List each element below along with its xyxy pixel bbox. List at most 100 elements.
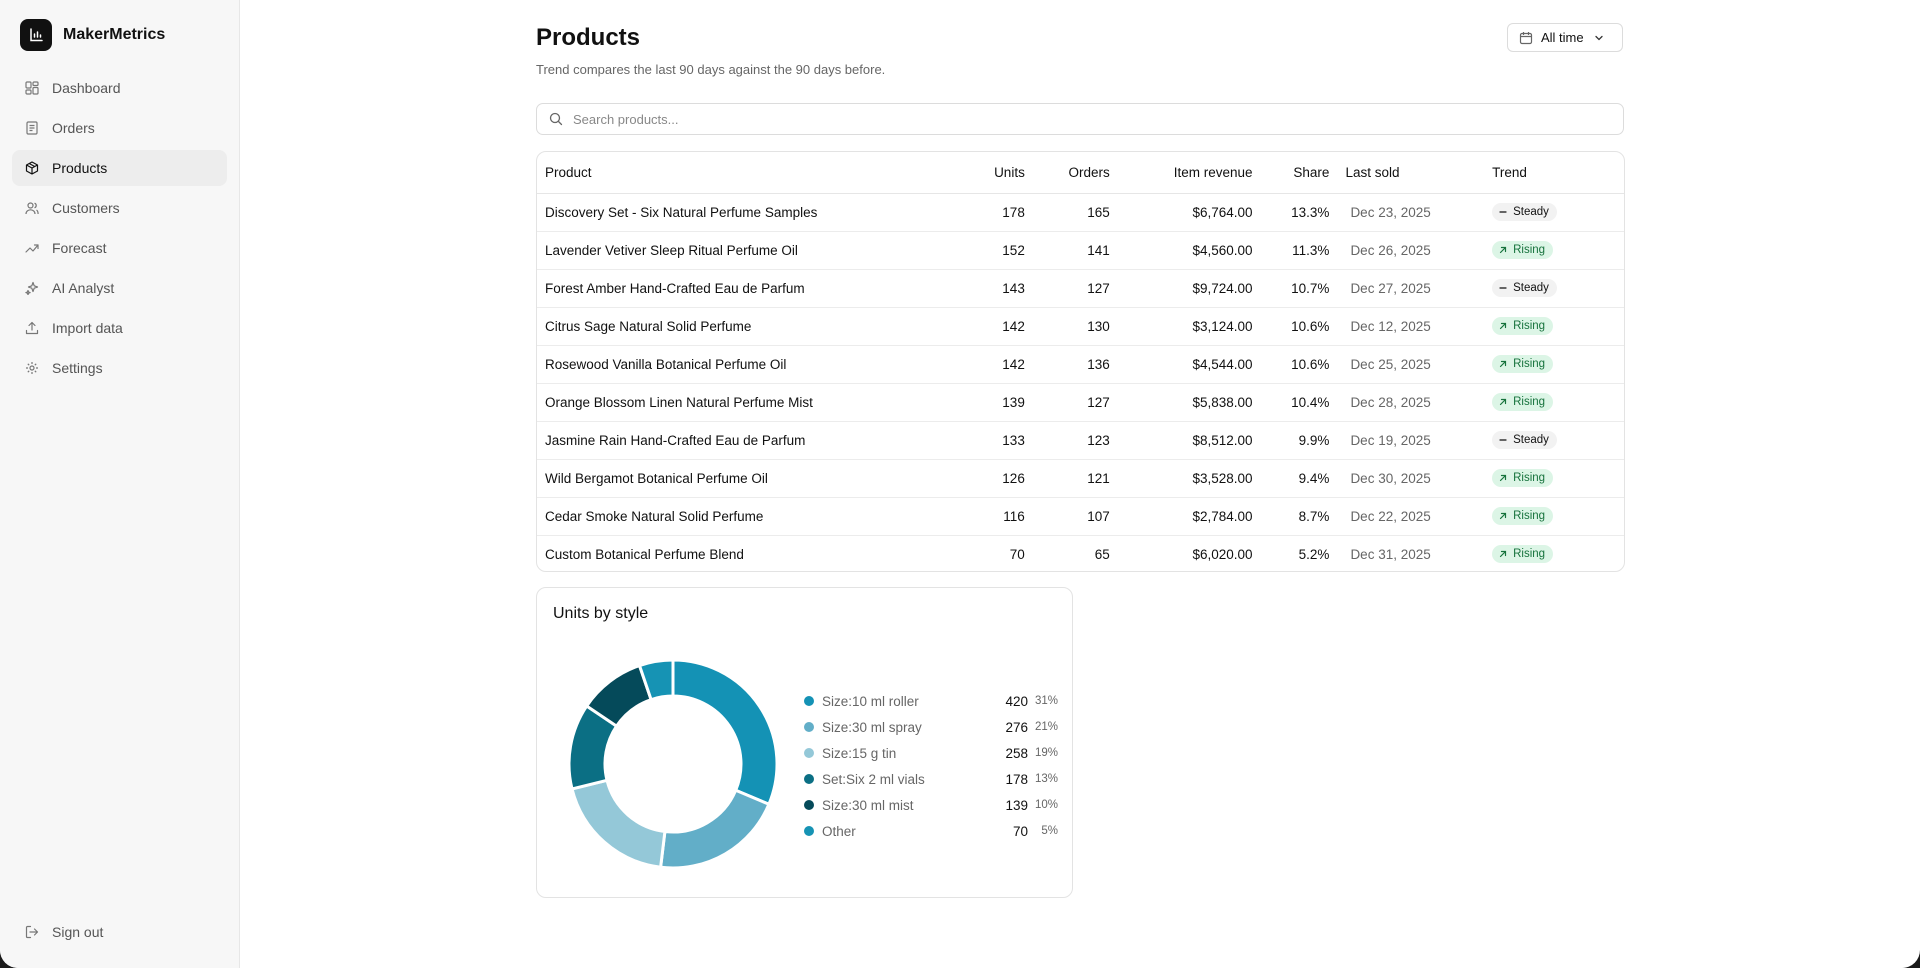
sidebar-item-label: Products [52, 160, 108, 176]
cell-orders: 107 [1032, 497, 1118, 536]
sidebar-item-import-data[interactable]: Import data [12, 310, 227, 346]
legend-value: 178 [1005, 771, 1028, 787]
main-content: Products Trend compares the last 90 days… [240, 0, 1920, 968]
table-row[interactable]: Forest Amber Hand-Crafted Eau de Parfum 1… [537, 269, 1624, 308]
trend-badge: Rising [1492, 355, 1554, 373]
search-bar [536, 103, 1624, 135]
sign-out-area: Sign out [12, 914, 228, 954]
sidebar-item-label: Dashboard [52, 80, 121, 96]
cell-product: Discovery Set - Six Natural Perfume Samp… [537, 193, 974, 232]
cell-trend: Rising [1484, 497, 1624, 536]
sign-out-button[interactable]: Sign out [12, 914, 228, 950]
cell-last-sold: Dec 27, 2025 [1337, 269, 1485, 308]
table-row[interactable]: Cedar Smoke Natural Solid Perfume 116 107 $… [537, 497, 1624, 536]
sidebar-item-settings[interactable]: Settings [12, 350, 227, 386]
cell-trend: Rising [1484, 535, 1624, 571]
sidebar-item-products[interactable]: Products [12, 150, 227, 186]
legend-value: 70 [1012, 823, 1028, 839]
column-header-share[interactable]: Share [1260, 152, 1338, 194]
legend-item[interactable]: Other 70 5% [804, 818, 1058, 844]
sidebar-item-label: Import data [52, 320, 123, 336]
donut-slice-3[interactable] [570, 778, 667, 869]
legend-item[interactable]: Set:Six 2 ml vials 178 13% [804, 766, 1058, 792]
cell-item-revenue: $3,124.00 [1117, 307, 1261, 346]
legend-value: 258 [1005, 745, 1028, 761]
trend-label: Rising [1513, 320, 1546, 332]
legend-item[interactable]: Size:30 ml spray 276 21% [804, 714, 1058, 740]
donut-slice-6[interactable] [637, 658, 675, 702]
cell-last-sold: Dec 26, 2025 [1337, 231, 1485, 270]
cell-last-sold: Dec 28, 2025 [1337, 383, 1485, 422]
column-header-item-revenue[interactable]: Item revenue [1117, 152, 1261, 194]
table-row[interactable]: Jasmine Rain Hand-Crafted Eau de Parfum 1… [537, 421, 1624, 460]
trend-badge: Steady [1492, 279, 1557, 297]
cell-share: 10.7% [1260, 269, 1338, 308]
arrow-up-right-icon [1499, 474, 1507, 482]
brand[interactable]: MakerMetrics [20, 18, 239, 52]
column-header-orders[interactable]: Orders [1032, 152, 1118, 194]
table-row[interactable]: Discovery Set - Six Natural Perfume Samp… [537, 193, 1624, 232]
column-header-trend[interactable]: Trend [1484, 152, 1624, 194]
cell-last-sold: Dec 19, 2025 [1337, 421, 1485, 460]
table-row[interactable]: Rosewood Vanilla Botanical Perfume Oil 14… [537, 345, 1624, 384]
cell-item-revenue: $9,724.00 [1117, 269, 1261, 308]
sidebar-item-forecast[interactable]: Forecast [12, 230, 227, 266]
cell-item-revenue: $5,838.00 [1117, 383, 1261, 422]
legend-label: Size:30 ml mist [822, 797, 914, 813]
cell-product: Custom Botanical Perfume Blend [545, 546, 744, 562]
column-header-last-sold[interactable]: Last sold [1337, 152, 1485, 194]
legend-swatch [804, 826, 814, 836]
sidebar-item-label: AI Analyst [52, 280, 115, 296]
dashboard-icon [24, 80, 40, 96]
products-table-card: Product Units Orders Item revenue Share … [536, 151, 1625, 572]
column-header-units[interactable]: Units [973, 152, 1033, 194]
sidebar-item-dashboard[interactable]: Dashboard [12, 70, 227, 106]
trend-label: Rising [1513, 244, 1546, 256]
column-header-product[interactable]: Product [537, 152, 974, 194]
cell-share: 9.4% [1260, 459, 1338, 498]
cell-orders: 136 [1032, 345, 1118, 384]
cell-units: 143 [973, 269, 1033, 308]
table-row[interactable]: Orange Blossom Linen Natural Perfume Mis… [537, 383, 1624, 422]
legend-item[interactable]: Size:10 ml roller 420 31% [804, 688, 1058, 714]
trend-label: Rising [1513, 358, 1546, 370]
legend-item[interactable]: Size:15 g tin 258 19% [804, 740, 1058, 766]
legend-percent: 13% [1034, 773, 1058, 785]
sidebar-item-ai-analyst[interactable]: AI Analyst [12, 270, 227, 306]
table-row[interactable]: Lavender Vetiver Sleep Ritual Perfume Oi… [537, 231, 1624, 270]
minus-icon [1499, 284, 1507, 292]
chart-title: Units by style [553, 605, 649, 622]
cell-orders: 123 [1032, 421, 1118, 460]
cell-units: 139 [973, 383, 1033, 422]
sidebar-item-label: Forecast [52, 240, 107, 256]
cell-item-revenue: $2,784.00 [1117, 497, 1261, 536]
search-icon [549, 112, 563, 126]
legend-item[interactable]: Size:30 ml mist 139 10% [804, 792, 1058, 818]
legend-swatch [804, 800, 814, 810]
cell-last-sold: Dec 31, 2025 [1350, 546, 1431, 562]
arrow-up-right-icon [1499, 246, 1507, 254]
trend-label: Steady [1513, 434, 1549, 446]
arrow-up-right-icon [1499, 398, 1507, 406]
cell-item-revenue: $8,512.00 [1117, 421, 1261, 460]
search-input[interactable] [573, 111, 1573, 127]
sidebar-item-orders[interactable]: Orders [12, 110, 227, 146]
donut-slice-2[interactable] [658, 788, 771, 870]
cell-product: Jasmine Rain Hand-Crafted Eau de Parfum [537, 421, 974, 460]
legend-swatch [804, 696, 814, 706]
cell-product: Forest Amber Hand-Crafted Eau de Parfum [537, 269, 974, 308]
table-row[interactable]: Custom Botanical Perfume Blend 70 65 $6,020… [537, 535, 1624, 571]
date-range-dropdown[interactable]: All time [1507, 23, 1623, 52]
legend-value: 420 [1005, 693, 1028, 709]
receipt-icon [24, 120, 40, 136]
donut-slice-1[interactable] [671, 658, 779, 807]
products-table: Product Units Orders Item revenue Share … [537, 152, 1624, 571]
cell-last-sold: Dec 25, 2025 [1337, 345, 1485, 384]
sidebar-item-customers[interactable]: Customers [12, 190, 227, 226]
table-row[interactable]: Wild Bergamot Botanical Perfume Oil 126 12… [537, 459, 1624, 498]
cell-trend: Steady [1484, 269, 1624, 308]
trend-badge: Steady [1492, 203, 1557, 221]
table-row[interactable]: Citrus Sage Natural Solid Perfume 142 130 $… [537, 307, 1624, 346]
cell-product: Orange Blossom Linen Natural Perfume Mis… [537, 383, 974, 422]
